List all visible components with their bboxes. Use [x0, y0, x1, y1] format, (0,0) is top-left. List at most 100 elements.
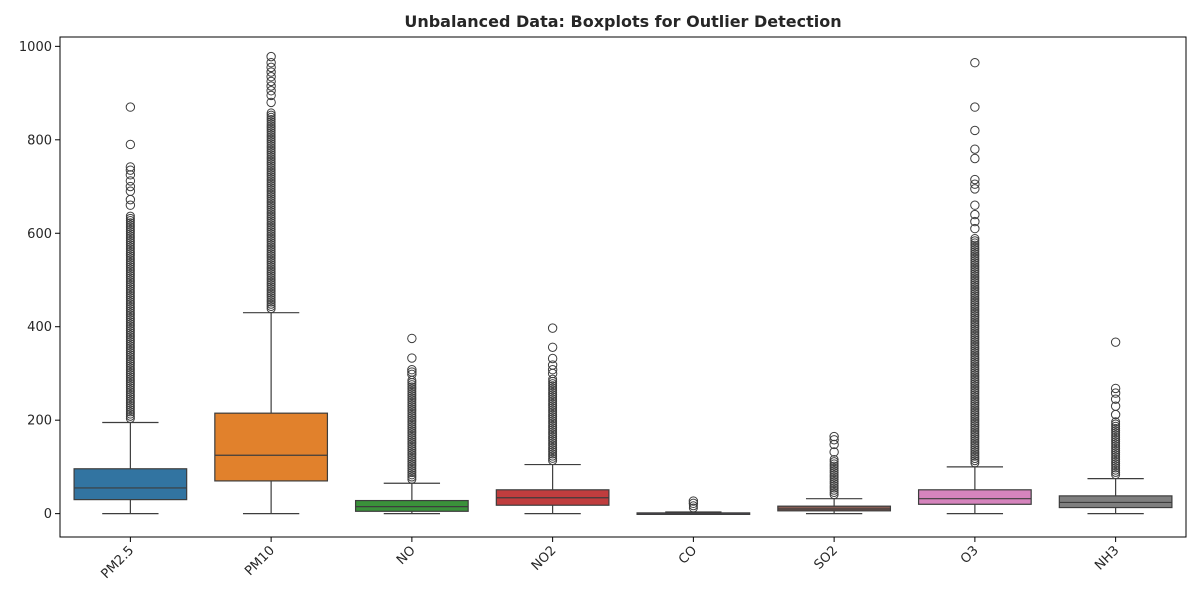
outlier-point [266, 167, 276, 177]
outlier-point [125, 271, 135, 281]
outlier-point [970, 306, 980, 316]
outlier-point [125, 407, 135, 417]
outlier-point [829, 459, 839, 469]
outlier-point [548, 451, 558, 461]
outlier-point [266, 240, 276, 250]
outlier-point [125, 308, 135, 318]
outlier-point [266, 51, 276, 62]
outlier-point [407, 448, 417, 458]
outlier-point [266, 253, 276, 263]
y-tick-label: 1000 [19, 40, 52, 55]
x-tick-label: O3 [958, 543, 982, 567]
outlier-point [266, 209, 276, 219]
outlier-point [970, 425, 980, 435]
outlier-point [266, 284, 276, 294]
outlier-point [970, 451, 980, 461]
outlier-point [548, 456, 558, 466]
x-tick-label: NO [394, 543, 419, 568]
outlier-point [266, 108, 276, 118]
outlier-point [970, 438, 980, 448]
outlier-point [266, 231, 276, 241]
outlier-point [125, 162, 136, 172]
outlier-point [970, 381, 980, 391]
outlier-point [266, 262, 276, 272]
outlier-point [970, 436, 980, 446]
outlier-point [266, 117, 276, 127]
outlier-point [266, 165, 276, 175]
outlier-point [125, 387, 135, 397]
outlier-point [970, 271, 980, 281]
outlier-point [548, 398, 558, 408]
outlier-point [407, 435, 417, 445]
outlier-point [970, 242, 980, 252]
outlier-point [266, 286, 276, 296]
outlier-point [970, 350, 980, 360]
y-tick-label: 400 [27, 320, 52, 335]
outlier-point [407, 428, 417, 438]
outlier-point [266, 178, 276, 188]
outlier-point [1111, 443, 1121, 453]
outlier-point [266, 132, 276, 142]
outlier-point [970, 359, 980, 369]
outlier-point [407, 404, 417, 414]
outlier-point [688, 498, 699, 509]
outlier-point [970, 308, 980, 318]
outlier-point [266, 277, 276, 287]
outlier-point [970, 247, 980, 257]
outlier-point [125, 326, 135, 336]
outlier-point [1110, 337, 1121, 347]
outlier-point [548, 394, 558, 404]
outlier-point [125, 323, 135, 333]
outlier-point [548, 379, 558, 389]
outlier-point [125, 284, 135, 294]
outlier-point [970, 388, 980, 398]
outlier-point [266, 115, 276, 125]
outlier-point [266, 185, 276, 195]
outlier-point [407, 365, 417, 375]
outlier-point [970, 348, 980, 358]
outlier-point [548, 381, 558, 391]
outlier-point [829, 454, 839, 464]
outlier-point [970, 179, 980, 189]
outlier-point [407, 421, 417, 431]
outlier-point [266, 238, 276, 248]
outlier-point [407, 452, 417, 462]
outlier-point [970, 447, 980, 457]
outlier-point [829, 465, 839, 475]
outlier-point [125, 414, 135, 424]
outlier-point [1111, 452, 1121, 462]
outlier-point [266, 126, 276, 136]
outlier-point [125, 363, 135, 373]
outlier-point [266, 260, 276, 270]
outlier-point [1111, 439, 1121, 449]
outlier-point [970, 410, 980, 420]
outlier-point [970, 284, 980, 294]
outlier-point [970, 311, 980, 321]
outlier-point [266, 76, 276, 87]
outlier-point [970, 262, 980, 272]
outlier-point [970, 445, 980, 455]
outlier-point [266, 123, 276, 133]
outlier-point [1111, 467, 1121, 477]
outlier-point [266, 216, 276, 226]
outlier-point [266, 150, 276, 160]
outlier-point [970, 333, 980, 343]
outlier-point [266, 170, 276, 180]
outlier-point [970, 458, 980, 468]
outlier-point [548, 434, 558, 444]
outlier-point [125, 337, 135, 347]
outlier-point [548, 396, 558, 406]
outlier-point [407, 402, 417, 412]
outlier-point [266, 200, 276, 210]
outlier-point [970, 379, 980, 389]
outlier-point [970, 291, 980, 301]
outlier-point [1111, 421, 1121, 431]
outlier-point [1111, 450, 1121, 460]
outlier-point [125, 376, 135, 386]
outlier-point [829, 468, 839, 478]
iqr-box [214, 412, 329, 482]
outlier-point [125, 370, 135, 380]
outlier-point [407, 430, 417, 440]
outlier-point [266, 72, 276, 82]
outlier-point [970, 383, 980, 393]
